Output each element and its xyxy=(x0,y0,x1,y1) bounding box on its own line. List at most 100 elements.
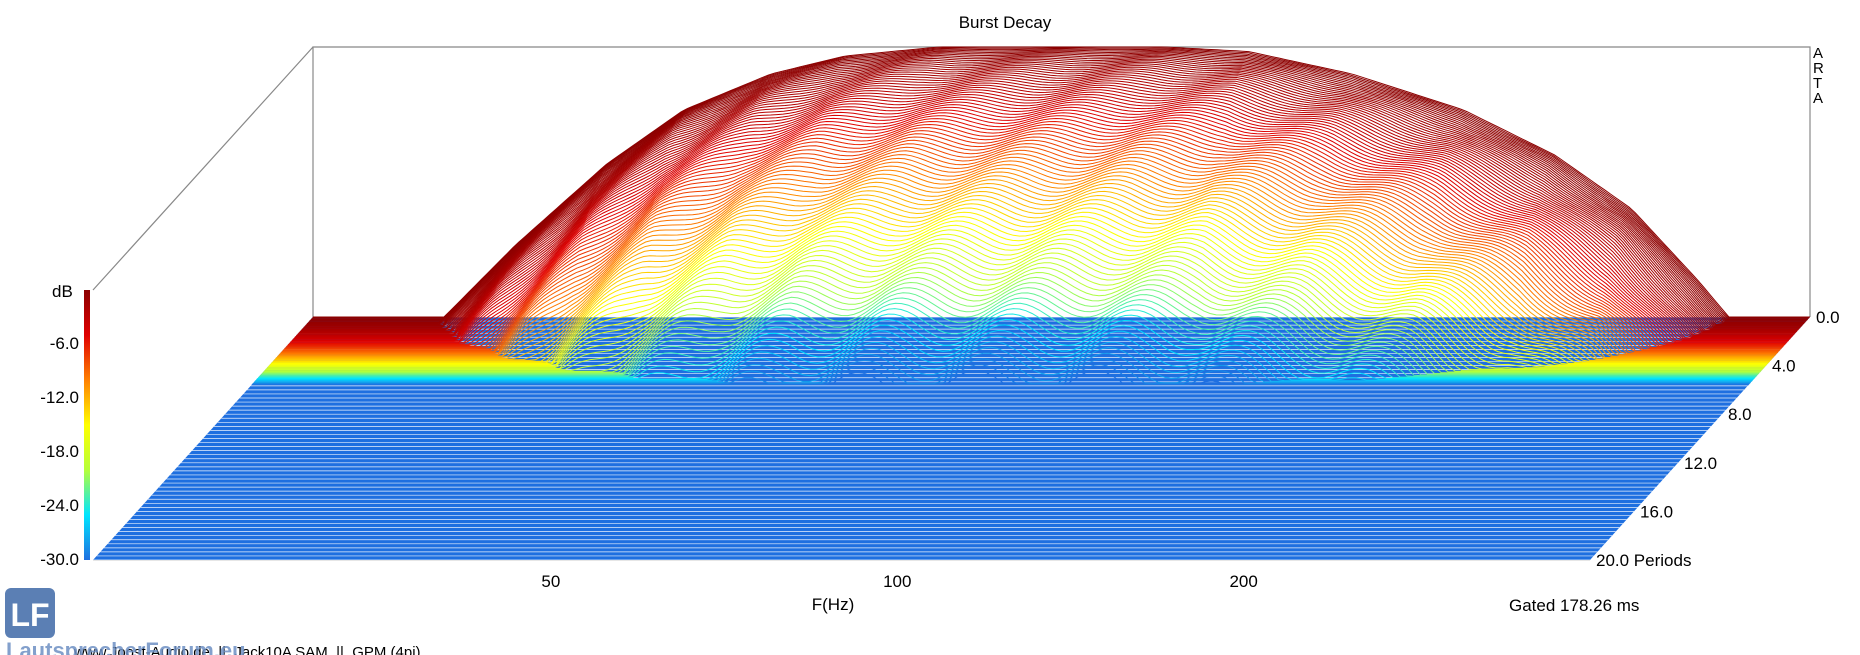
y-tick-label: -18.0 xyxy=(40,442,79,461)
decay-slice xyxy=(288,117,1786,345)
x-tick-labels: 50 100 200 xyxy=(541,572,1257,591)
decay-slice xyxy=(272,207,1770,363)
decay-slice xyxy=(259,302,1757,377)
y-tick-label: -12.0 xyxy=(40,388,79,407)
z-tick-label: 20.0 Periods xyxy=(1596,551,1691,570)
decay-slice xyxy=(297,82,1795,335)
decay-slice xyxy=(255,335,1753,382)
watermark-letter: R xyxy=(1813,60,1824,77)
decay-slice xyxy=(251,370,1749,386)
decay-slice xyxy=(258,308,1756,378)
decay-slice xyxy=(305,60,1803,326)
decay-slice xyxy=(292,104,1789,341)
decay-slice xyxy=(280,156,1778,353)
decay-slice xyxy=(306,58,1804,325)
decay-slice xyxy=(308,54,1806,323)
gated-readout: Gated 178.26 ms xyxy=(1509,596,1639,615)
decay-slice xyxy=(286,130,1784,348)
decay-slice xyxy=(287,123,1785,346)
decay-slice xyxy=(264,262,1762,372)
decay-slice xyxy=(265,252,1763,370)
logo-mark: LF xyxy=(10,597,49,633)
decay-slice xyxy=(273,199,1771,361)
decay-slice xyxy=(267,238,1765,368)
decay-slice xyxy=(266,247,1764,369)
decay-slice xyxy=(262,276,1760,374)
decay-slice xyxy=(277,179,1774,358)
decay-slice xyxy=(260,292,1758,376)
decay-slice xyxy=(274,194,1772,361)
x-tick-label: 200 xyxy=(1229,572,1257,591)
decay-slice xyxy=(256,324,1754,380)
decay-slice xyxy=(261,281,1759,374)
decay-slice xyxy=(292,101,1790,340)
z-tick-labels: 0.0 4.0 8.0 12.0 16.0 20.0 Periods xyxy=(1596,308,1840,570)
decay-slice xyxy=(263,266,1761,372)
decay-slice xyxy=(253,352,1751,384)
forum-logo: LF LautsprecherForum.eu xyxy=(5,588,246,655)
decay-slice xyxy=(263,271,1761,373)
z-tick-label: 0.0 xyxy=(1816,308,1840,327)
chart-title: Burst Decay xyxy=(959,13,1052,32)
z-tick-label: 8.0 xyxy=(1728,405,1752,424)
decay-slice xyxy=(271,215,1769,364)
decay-slice xyxy=(302,68,1800,330)
decay-slice xyxy=(267,242,1765,369)
decay-slice xyxy=(290,112,1788,343)
x-tick-label: 50 xyxy=(541,572,560,591)
decay-slice xyxy=(299,76,1797,332)
logo-text: LautsprecherForum.eu xyxy=(6,638,246,655)
watermark-letter: A xyxy=(1813,45,1823,62)
decay-slice xyxy=(282,146,1780,351)
decay-slice xyxy=(254,346,1751,383)
decay-slice xyxy=(257,318,1755,380)
decay-slice xyxy=(293,98,1791,340)
decay-slice xyxy=(269,229,1767,366)
decay-slice xyxy=(276,182,1774,358)
watermark-letter: T xyxy=(1813,75,1822,92)
decay-slice xyxy=(290,109,1788,343)
decay-slice xyxy=(261,287,1759,375)
decay-slice xyxy=(282,149,1780,352)
decay-slice xyxy=(281,153,1779,353)
decay-slice xyxy=(303,66,1801,329)
decay-slice xyxy=(268,233,1766,367)
decay-slice xyxy=(288,120,1786,345)
decay-slice xyxy=(280,160,1778,354)
decay-slice xyxy=(299,78,1797,333)
decay-slice xyxy=(305,61,1803,327)
decay-slice xyxy=(254,341,1752,382)
x-axis-label: F(Hz) xyxy=(812,595,854,614)
decay-slice xyxy=(269,224,1767,366)
decay-slice xyxy=(285,133,1783,348)
decay-slice xyxy=(294,96,1791,339)
decay-slice xyxy=(289,115,1787,344)
decay-slice xyxy=(284,136,1782,349)
decay-slice xyxy=(258,313,1755,379)
decay-slice xyxy=(301,70,1799,330)
colorbar-strip xyxy=(84,290,90,560)
decay-slice xyxy=(273,203,1770,362)
y-axis-label: dB xyxy=(52,282,73,301)
decay-slice xyxy=(271,211,1769,364)
decay-slice xyxy=(275,186,1773,359)
decay-slice xyxy=(296,86,1794,336)
decay-slice xyxy=(300,74,1798,332)
decay-slice xyxy=(295,91,1793,337)
decay-slice xyxy=(252,358,1750,385)
decay-slice xyxy=(283,143,1781,351)
y-tick-labels: -6.0 -12.0 -18.0 -24.0 -30.0 xyxy=(40,334,79,569)
z-tick-label: 12.0 xyxy=(1684,454,1717,473)
decay-slice xyxy=(278,167,1776,356)
footer-caption: www.Joost-Audio.de || Jack10A SAM || GPM… xyxy=(73,644,421,655)
x-tick-label: 100 xyxy=(883,572,911,591)
decay-slices xyxy=(251,46,1810,386)
decay-slice xyxy=(307,55,1805,324)
decay-slice xyxy=(275,190,1772,360)
decay-slice xyxy=(307,57,1805,324)
z-tick-label: 16.0 xyxy=(1640,502,1673,521)
watermark-letter: A xyxy=(1813,90,1823,107)
decay-slice xyxy=(298,80,1796,334)
